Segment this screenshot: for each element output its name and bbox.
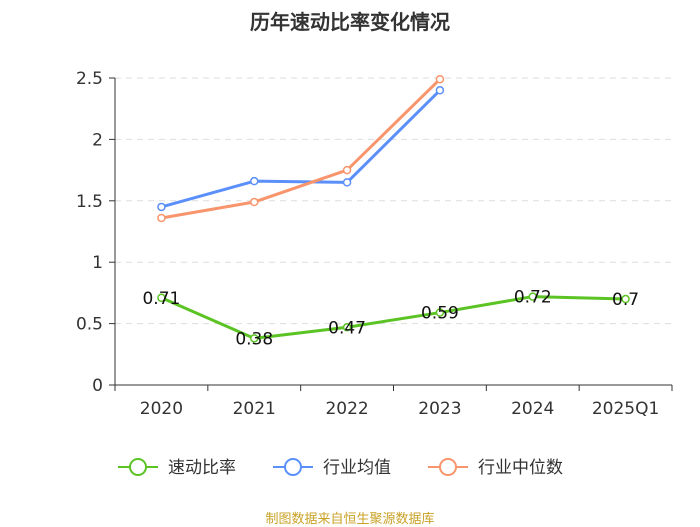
y-axis-ticks: 0 0.5 1 1.5 2 2.5 bbox=[76, 69, 115, 396]
legend-label: 行业均值 bbox=[323, 458, 391, 478]
gridlines bbox=[115, 77, 672, 325]
data-label: 0.47 bbox=[328, 318, 366, 338]
data-point bbox=[342, 165, 352, 175]
data-point bbox=[621, 294, 630, 304]
data-point bbox=[157, 202, 166, 212]
data-label: 0.59 bbox=[421, 304, 459, 324]
x-axis-ticks: 2020 2021 2022 2023 2024 2025Q1 bbox=[114, 385, 673, 419]
legend-marker bbox=[439, 458, 457, 476]
data-point bbox=[435, 86, 445, 95]
x-tick-label: 2020 bbox=[140, 399, 183, 419]
data-point bbox=[157, 213, 166, 223]
data-label: 0.7 bbox=[612, 290, 639, 310]
data-labels: 0.71 0.38 0.47 0.59 0.72 0.7 bbox=[142, 288, 639, 350]
x-tick-label: 2022 bbox=[325, 399, 368, 419]
chart-title: 历年速动比率变化情况 bbox=[250, 10, 450, 34]
data-point bbox=[342, 178, 352, 187]
legend-marker bbox=[284, 458, 302, 476]
y-tick-label: 0 bbox=[92, 376, 103, 396]
data-point bbox=[435, 308, 445, 317]
data-point bbox=[250, 176, 259, 186]
series-layer bbox=[157, 74, 630, 343]
source-note: 制图数据来自恒生聚源数据库 bbox=[265, 512, 435, 527]
y-tick-label: 2 bbox=[92, 130, 103, 150]
legend-marker bbox=[129, 458, 147, 476]
data-label: 0.71 bbox=[142, 289, 180, 309]
series-line bbox=[159, 88, 442, 209]
series-line bbox=[159, 77, 442, 220]
legend: 速动比率 行业均值 行业中位数 bbox=[118, 458, 563, 478]
x-tick-label: 2024 bbox=[511, 399, 554, 419]
series-line bbox=[159, 295, 628, 340]
data-point bbox=[250, 334, 259, 343]
data-label: 0.72 bbox=[514, 288, 552, 308]
data-label: 0.38 bbox=[235, 329, 273, 349]
data-point bbox=[342, 323, 352, 332]
y-tick-label: 0.5 bbox=[76, 315, 103, 335]
y-tick-label: 1.5 bbox=[76, 192, 103, 212]
data-point bbox=[157, 293, 166, 303]
y-tick-label: 1 bbox=[92, 253, 103, 273]
x-tick-label: 2021 bbox=[233, 399, 276, 419]
data-point bbox=[250, 197, 259, 207]
x-tick-label: 2025Q1 bbox=[592, 399, 659, 419]
legend-label: 行业中位数 bbox=[478, 458, 563, 478]
legend-label: 速动比率 bbox=[168, 458, 236, 478]
data-point bbox=[435, 74, 445, 84]
y-tick-label: 2.5 bbox=[76, 69, 103, 89]
x-tick-label: 2023 bbox=[418, 399, 461, 419]
data-point bbox=[528, 292, 537, 301]
